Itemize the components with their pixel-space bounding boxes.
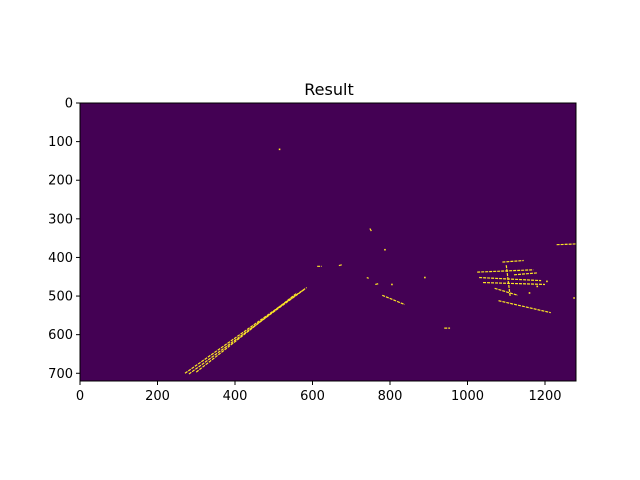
edge-marks — [184, 148, 576, 375]
edge-right-cluster-3 — [482, 281, 546, 286]
edge-left-lane-line-c — [195, 292, 298, 373]
edge-center-mark-1 — [382, 294, 405, 306]
edge-center-mark-5 — [369, 228, 372, 232]
edge-center-mark-2 — [375, 283, 379, 286]
image-plot-area — [79, 102, 577, 382]
y-tick-label: 600 — [48, 328, 73, 343]
edge-right-cluster-2 — [479, 276, 542, 282]
x-tick-label: 1200 — [528, 389, 561, 404]
y-tick-label: 700 — [48, 367, 73, 382]
x-tick-label: 0 — [76, 389, 84, 404]
y-tick-label: 500 — [48, 290, 73, 305]
edge-dot — [546, 280, 548, 283]
edge-right-cluster-4 — [494, 287, 519, 296]
edge-center-mark-6 — [366, 276, 369, 279]
y-tick-label: 400 — [48, 251, 73, 266]
image-background — [80, 103, 576, 381]
x-tick-label: 400 — [223, 389, 248, 404]
edge-right-cluster-1 — [477, 269, 534, 273]
y-tick-label: 200 — [48, 174, 73, 189]
y-tick-label: 100 — [48, 135, 73, 150]
chart-title: Result — [304, 80, 353, 99]
edge-right-cluster-7 — [556, 243, 576, 246]
y-tick-label: 0 — [65, 97, 73, 112]
edge-right-cluster-5 — [502, 259, 524, 263]
x-tick-label: 800 — [378, 389, 403, 404]
edge-center-mark-4 — [338, 264, 343, 267]
edge-dot — [278, 148, 281, 151]
edge-right-lane-fragment — [498, 300, 551, 314]
edge-dot — [384, 248, 386, 251]
edge-right-cluster-6 — [505, 265, 511, 297]
x-tick-label: 600 — [300, 389, 325, 404]
x-tick-label: 1000 — [451, 389, 484, 404]
edge-dot — [424, 276, 426, 279]
x-tick-label: 200 — [145, 389, 170, 404]
edge-dot — [528, 292, 531, 294]
plot-frame — [79, 102, 577, 382]
y-tick-label: 300 — [48, 212, 73, 227]
y-axis: 0 100 200 300 400 500 600 700 — [48, 97, 80, 382]
edge-dot — [573, 297, 575, 299]
edge-dot — [391, 283, 393, 286]
x-axis: 0 200 400 600 800 1000 1200 — [76, 381, 562, 404]
edge-dot — [536, 285, 539, 288]
